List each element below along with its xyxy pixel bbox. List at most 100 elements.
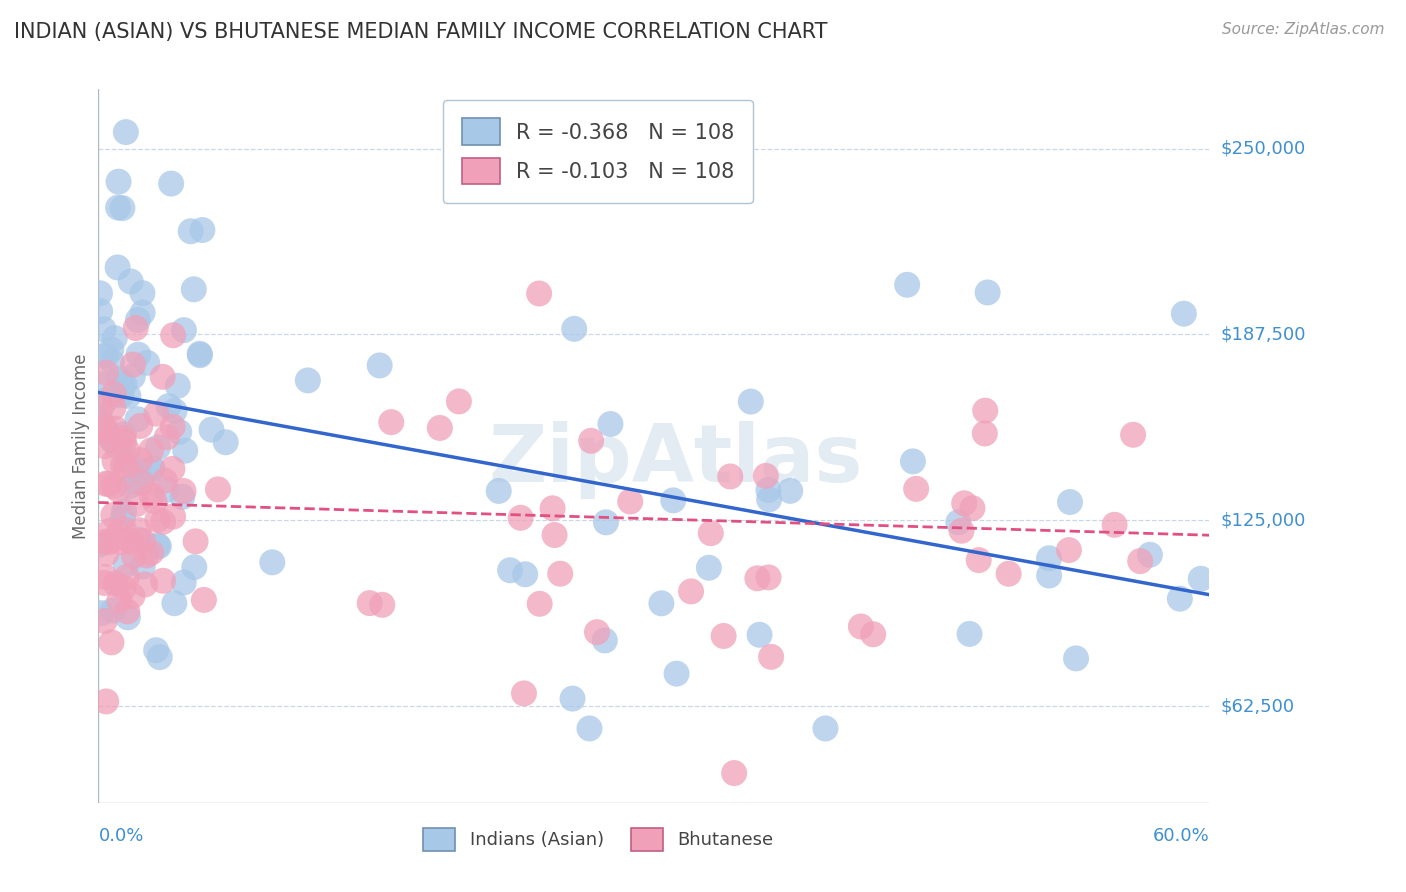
Point [89, 415, 111, 429]
Y-axis label: Median Family Income: Median Family Income [72, 353, 90, 539]
Point [135, 549, 157, 563]
Point [117, 389, 139, 403]
Point [1059, 495, 1081, 509]
Text: $125,000: $125,000 [1220, 511, 1306, 529]
Point [297, 373, 319, 387]
Point [359, 596, 381, 610]
Point [162, 328, 184, 343]
Point [814, 722, 837, 736]
Point [94, 420, 117, 434]
Point [104, 331, 127, 345]
Text: INDIAN (ASIAN) VS BHUTANESE MEDIAN FAMILY INCOME CORRELATION CHART: INDIAN (ASIAN) VS BHUTANESE MEDIAN FAMIL… [14, 22, 828, 42]
Point [948, 516, 970, 530]
Point [111, 201, 134, 215]
Point [89, 286, 111, 301]
Point [143, 494, 166, 508]
Point [107, 260, 129, 275]
Point [849, 619, 872, 633]
Point [371, 598, 394, 612]
Point [103, 479, 125, 493]
Point [127, 412, 149, 426]
Point [1129, 554, 1152, 568]
Point [141, 488, 163, 502]
Point [101, 434, 124, 448]
Point [103, 508, 125, 522]
Point [578, 722, 600, 736]
Point [509, 510, 531, 524]
Point [96, 547, 118, 561]
Point [962, 501, 984, 516]
Point [127, 313, 149, 327]
Point [974, 403, 997, 417]
Point [97, 476, 120, 491]
Point [98, 524, 121, 538]
Point [758, 492, 780, 507]
Point [561, 691, 583, 706]
Point [183, 282, 205, 296]
Point [115, 125, 138, 139]
Point [114, 558, 136, 572]
Point [112, 427, 135, 442]
Text: $62,500: $62,500 [1220, 698, 1295, 715]
Point [124, 475, 146, 489]
Point [515, 567, 537, 582]
Point [118, 533, 141, 548]
Point [180, 224, 202, 238]
Point [662, 493, 685, 508]
Point [121, 369, 143, 384]
Point [162, 462, 184, 476]
Point [101, 354, 124, 368]
Point [145, 407, 167, 421]
Point [128, 523, 150, 537]
Point [650, 596, 672, 610]
Point [156, 430, 179, 444]
Point [103, 454, 125, 468]
Point [146, 538, 169, 552]
Point [619, 494, 641, 508]
Point [1064, 651, 1087, 665]
Point [862, 627, 884, 641]
Point [429, 421, 451, 435]
Point [593, 633, 616, 648]
Point [125, 463, 148, 477]
Point [207, 483, 229, 497]
Point [959, 627, 981, 641]
Point [111, 458, 134, 472]
Point [713, 629, 735, 643]
Point [107, 527, 129, 541]
Point [740, 394, 762, 409]
Point [131, 286, 153, 301]
Point [118, 479, 141, 493]
Point [188, 348, 211, 362]
Point [94, 476, 117, 491]
Point [141, 461, 163, 475]
Point [529, 597, 551, 611]
Point [129, 419, 152, 434]
Point [89, 304, 111, 318]
Text: ZipAtlas: ZipAtlas [489, 421, 863, 500]
Point [145, 643, 167, 657]
Point [141, 546, 163, 560]
Point [167, 425, 190, 439]
Point [163, 596, 186, 610]
Point [950, 524, 973, 538]
Point [1189, 572, 1212, 586]
Point [153, 474, 176, 488]
Point [200, 423, 222, 437]
Point [953, 496, 976, 510]
Point [121, 589, 143, 603]
Point [134, 577, 156, 591]
Point [108, 593, 131, 607]
Point [368, 359, 391, 373]
Point [122, 358, 145, 372]
Point [152, 369, 174, 384]
Point [665, 666, 688, 681]
Point [103, 387, 125, 401]
Point [183, 560, 205, 574]
Point [262, 555, 284, 569]
Point [1038, 551, 1060, 566]
Point [90, 377, 112, 392]
Point [157, 399, 180, 413]
Point [100, 343, 122, 357]
Point [152, 515, 174, 529]
